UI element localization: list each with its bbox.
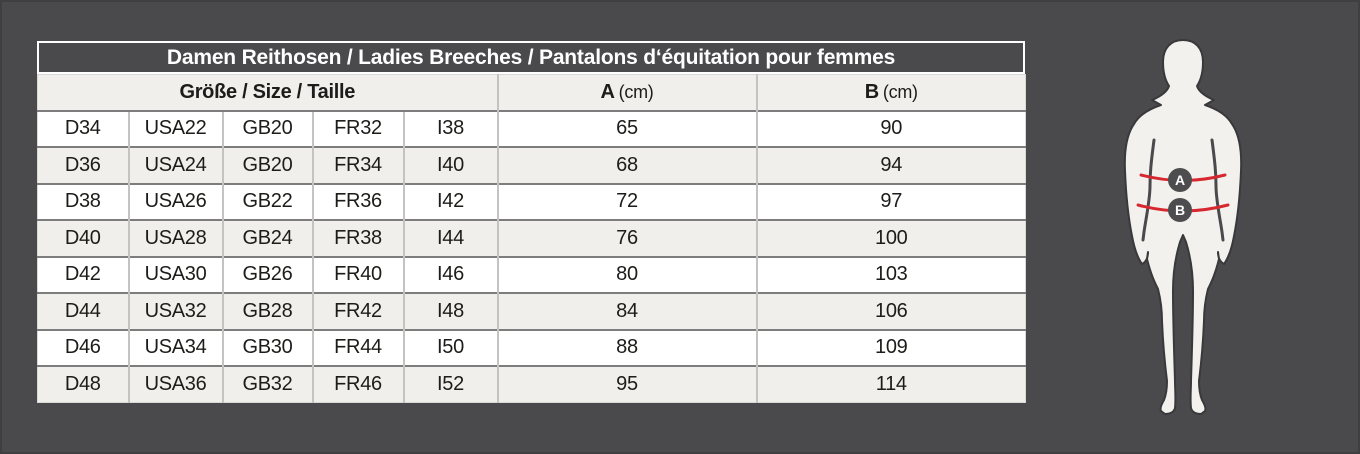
size-cell-d: D44	[37, 292, 129, 330]
size-cell-gb: GB24	[221, 219, 313, 257]
size-table: Größe / Size / Taille A (cm) B (cm) D34 US…	[37, 74, 1026, 403]
size-cell-d: D38	[37, 182, 129, 220]
table-row: D42 USA30 GB26 FR40 I46 80 103	[37, 255, 1026, 293]
size-cell-fr: FR36	[311, 182, 404, 220]
size-cell-fr: FR34	[311, 146, 404, 184]
measure-b-cell: 109	[755, 328, 1026, 366]
column-b-header: B (cm)	[755, 74, 1026, 111]
table-title: Damen Reithosen / Ladies Breeches / Pant…	[37, 41, 1025, 74]
size-cell-usa: USA32	[127, 292, 223, 330]
marker-b-badge: B	[1168, 198, 1192, 222]
column-b-unit: (cm)	[882, 81, 918, 102]
size-cell-d: D34	[37, 109, 129, 147]
size-cell-i: I50	[402, 328, 498, 366]
column-a-header: A (cm)	[496, 74, 757, 111]
column-b-label: B	[864, 80, 879, 103]
measure-b-cell: 94	[755, 146, 1026, 184]
marker-a-label: A	[1174, 172, 1186, 188]
size-cell-usa: USA24	[127, 146, 223, 184]
marker-a-badge: A	[1168, 168, 1192, 192]
size-cell-gb: GB22	[221, 182, 313, 220]
measure-a-cell: 84	[496, 292, 757, 330]
size-cell-i: I42	[402, 182, 498, 220]
measure-a-cell: 72	[496, 182, 757, 220]
size-cell-usa: USA22	[127, 109, 223, 147]
table-row: D34 USA22 GB20 FR32 I38 65 90	[37, 109, 1026, 147]
size-cell-usa: USA30	[127, 255, 223, 293]
size-cell-d: D48	[37, 365, 129, 403]
size-cell-fr: FR40	[311, 255, 404, 293]
size-group-header: Größe / Size / Taille	[37, 74, 498, 111]
size-cell-i: I52	[402, 365, 498, 403]
size-cell-gb: GB20	[221, 109, 313, 147]
size-cell-d: D40	[37, 219, 129, 257]
table-row: D46 USA34 GB30 FR44 I50 88 109	[37, 328, 1026, 366]
table-row: D38 USA26 GB22 FR36 I42 72 97	[37, 182, 1026, 220]
size-cell-usa: USA36	[127, 365, 223, 403]
measure-a-cell: 68	[496, 146, 757, 184]
size-cell-gb: GB32	[221, 365, 313, 403]
measure-b-cell: 90	[755, 109, 1026, 147]
table-subheader-row: Größe / Size / Taille A (cm) B (cm)	[37, 74, 1026, 111]
measure-b-cell: 114	[755, 365, 1026, 403]
table-row: D48 USA36 GB32 FR46 I52 95 114	[37, 365, 1026, 403]
size-cell-d: D42	[37, 255, 129, 293]
measure-b-cell: 103	[755, 255, 1026, 293]
size-cell-i: I38	[402, 109, 498, 147]
female-silhouette	[1123, 39, 1243, 415]
size-cell-d: D46	[37, 328, 129, 366]
column-a-unit: (cm)	[618, 81, 654, 102]
size-cell-fr: FR44	[311, 328, 404, 366]
size-cell-d: D36	[37, 146, 129, 184]
column-a-label: A	[600, 80, 615, 103]
measure-a-cell: 65	[496, 109, 757, 147]
size-cell-i: I48	[402, 292, 498, 330]
size-cell-i: I46	[402, 255, 498, 293]
size-cell-gb: GB20	[221, 146, 313, 184]
size-cell-fr: FR42	[311, 292, 404, 330]
measure-b-cell: 100	[755, 219, 1026, 257]
size-cell-usa: USA28	[127, 219, 223, 257]
measure-a-cell: 95	[496, 365, 757, 403]
size-cell-usa: USA34	[127, 328, 223, 366]
table-row: D36 USA24 GB20 FR34 I40 68 94	[37, 146, 1026, 184]
size-cell-gb: GB28	[221, 292, 313, 330]
size-cell-i: I44	[402, 219, 498, 257]
size-cell-gb: GB30	[221, 328, 313, 366]
measure-b-cell: 106	[755, 292, 1026, 330]
measure-a-cell: 88	[496, 328, 757, 366]
size-cell-fr: FR38	[311, 219, 404, 257]
table-row: D40 USA28 GB24 FR38 I44 76 100	[37, 219, 1026, 257]
table-row: D44 USA32 GB28 FR42 I48 84 106	[37, 292, 1026, 330]
size-cell-fr: FR46	[311, 365, 404, 403]
measurement-figure: A B	[1108, 28, 1258, 418]
size-cell-i: I40	[402, 146, 498, 184]
size-cell-fr: FR32	[311, 109, 404, 147]
measure-b-cell: 97	[755, 182, 1026, 220]
size-cell-gb: GB26	[221, 255, 313, 293]
measure-a-cell: 80	[496, 255, 757, 293]
size-table-container: Damen Reithosen / Ladies Breeches / Pant…	[37, 41, 1026, 403]
marker-b-label: B	[1174, 202, 1186, 218]
size-cell-usa: USA26	[127, 182, 223, 220]
measure-a-cell: 76	[496, 219, 757, 257]
